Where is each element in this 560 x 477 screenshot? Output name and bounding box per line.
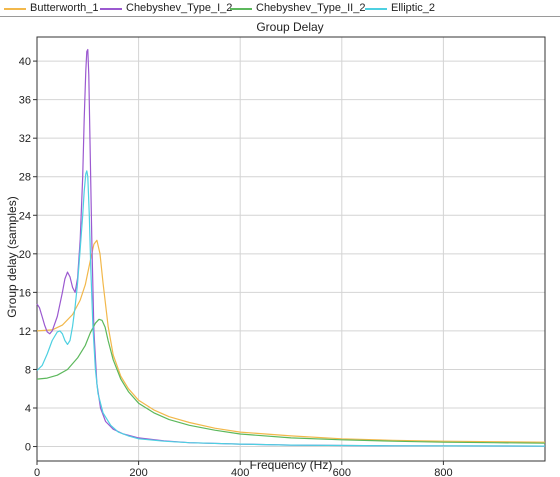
group-delay-chart: Group Delay 0 200 400 600 800 0 4 8 12 16 20 24 28 3… [5,20,546,477]
chart-title: Group Delay [256,20,323,34]
x-tick-label: 0 [34,467,40,477]
x-tick-label: 400 [231,467,249,477]
series-group [36,48,546,447]
legend-label: Butterworth_1 [30,2,99,14]
y-tick-label: 20 [19,249,31,261]
legend-label: Chebyshev_Type_I_2 [126,2,233,14]
x-tick-labels: 0 200 400 600 800 [34,467,453,477]
y-tick-label: 4 [25,403,31,415]
y-tick-label: 40 [19,56,31,68]
y-tick-label: 12 [19,326,31,338]
legend-swatch [100,8,122,10]
legend-swatch [365,8,387,10]
y-tick-label: 8 [25,364,31,376]
series-line-elliptic-2 [36,170,546,447]
x-tick-label: 200 [129,467,147,477]
y-axis-label: Group delay (samples) [5,196,19,317]
legend-swatch [230,8,252,10]
y-tick-label: 32 [19,133,31,145]
series-line-chebyshev-type-i-2 [36,48,546,447]
x-axis-label: Frequency (Hz) [250,458,333,472]
legend-label: Elliptic_2 [391,2,436,14]
y-tick-label: 24 [19,210,31,222]
y-tick-label: 36 [19,95,31,107]
legend-label: Chebyshev_Type_II_2 [256,2,366,14]
y-tick-label: 16 [19,287,31,299]
x-tick-label: 600 [333,467,351,477]
series-line-chebyshev-type-ii-2 [36,318,546,444]
x-tick-label: 800 [434,467,452,477]
series-line-butterworth-1 [36,239,546,443]
grid [33,37,545,465]
y-tick-labels: 0 4 8 12 16 20 24 28 32 36 40 [19,56,31,453]
y-tick-label: 0 [25,442,31,454]
plot-frame [36,36,546,462]
legend-swatch [4,8,26,10]
legend: Butterworth_1 Chebyshev_Type_I_2 Chebysh… [0,0,560,17]
y-tick-label: 28 [19,172,31,184]
